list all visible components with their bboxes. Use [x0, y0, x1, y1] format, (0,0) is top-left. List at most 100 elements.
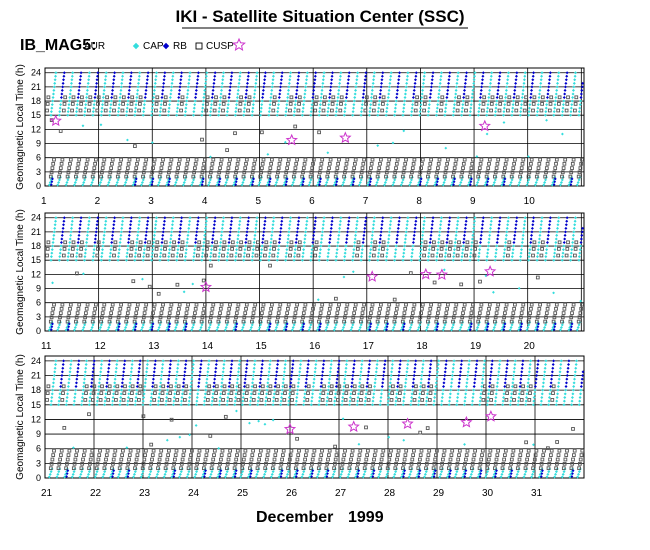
aur-marker	[73, 392, 77, 396]
aur-marker	[427, 110, 431, 114]
aur-marker	[472, 388, 476, 392]
aur-marker	[310, 399, 314, 403]
rb-marker	[94, 302, 98, 307]
rb-marker	[502, 170, 506, 175]
aur-marker	[84, 99, 88, 103]
aur-marker	[67, 248, 71, 252]
rb-marker	[338, 108, 343, 113]
aur-marker	[276, 106, 280, 110]
aur-marker	[471, 392, 475, 396]
aur-marker	[250, 388, 254, 392]
cap-marker	[112, 469, 116, 473]
cap-marker	[59, 381, 63, 385]
aur-marker	[325, 403, 329, 407]
rb-marker	[138, 240, 143, 245]
aur-marker	[153, 85, 157, 89]
cap-marker	[328, 233, 332, 237]
rb-marker	[379, 457, 384, 462]
aur-marker	[320, 85, 324, 89]
rb-marker	[266, 448, 271, 453]
aur-marker	[243, 103, 247, 107]
rb-marker	[576, 174, 581, 179]
aur-marker	[294, 99, 298, 103]
cap-marker	[234, 180, 238, 184]
aur-marker	[363, 470, 367, 474]
aur-marker	[304, 81, 308, 85]
aur-marker	[102, 472, 106, 476]
aur-marker	[193, 99, 197, 103]
cap-marker	[314, 216, 318, 220]
legend-marker-rb	[195, 42, 203, 50]
rb-marker	[560, 174, 564, 179]
aur-marker	[475, 155, 479, 158]
aur-marker	[180, 399, 184, 403]
aur-marker	[510, 255, 514, 259]
cap-marker	[285, 180, 288, 184]
aur-marker	[252, 370, 256, 374]
aur-marker	[538, 237, 542, 241]
aur-marker	[373, 385, 377, 388]
rb-marker	[228, 157, 232, 162]
cap-marker	[361, 241, 365, 244]
y-tick-label: 6	[36, 444, 41, 454]
cap-marker	[347, 74, 351, 78]
rb-marker	[241, 461, 245, 466]
rb-marker	[167, 315, 171, 320]
aur-marker	[151, 244, 155, 248]
rb-marker	[431, 247, 436, 251]
aur-marker	[318, 395, 322, 399]
aur-marker	[49, 258, 53, 262]
aur-marker	[256, 399, 260, 403]
rb-marker	[476, 319, 481, 324]
aur-marker	[208, 258, 212, 262]
cap-marker	[326, 469, 330, 473]
aur-marker	[455, 78, 459, 82]
aur-marker	[303, 392, 307, 396]
aur-marker	[326, 151, 330, 155]
rb-marker	[430, 253, 435, 258]
aur-marker	[282, 370, 286, 374]
aur-marker	[402, 106, 406, 110]
aur-marker	[190, 183, 194, 187]
rb-marker	[333, 461, 337, 466]
rb-marker	[259, 398, 264, 402]
aur-marker	[89, 328, 93, 332]
cap-marker	[150, 183, 154, 186]
rb-marker	[557, 240, 562, 245]
cap-marker	[179, 223, 183, 227]
rb-marker	[143, 161, 148, 166]
rb-marker	[269, 306, 273, 311]
aur-marker	[251, 251, 255, 255]
aur-marker	[354, 475, 358, 479]
aur-marker	[402, 399, 406, 403]
rb-marker	[395, 453, 400, 457]
rb-marker	[111, 457, 116, 462]
rb-marker	[413, 108, 418, 113]
cap-marker	[478, 96, 482, 99]
aur-marker	[188, 216, 192, 220]
aur-marker	[169, 92, 173, 96]
aur-marker	[83, 374, 87, 378]
cap-marker	[230, 71, 234, 75]
rb-marker	[322, 384, 326, 389]
aur-marker	[225, 255, 229, 259]
aur-marker	[380, 388, 384, 392]
aur-marker	[534, 180, 538, 184]
cap-marker	[295, 85, 299, 89]
cap-marker	[401, 328, 405, 331]
cap-marker	[448, 475, 451, 478]
aur-marker	[516, 470, 520, 474]
aur-marker	[409, 258, 413, 262]
aur-marker	[461, 248, 465, 252]
cap-marker	[228, 374, 232, 378]
rb-marker	[468, 170, 473, 175]
aur-marker	[68, 92, 72, 96]
rb-marker	[130, 384, 135, 389]
cap-marker	[398, 71, 402, 75]
aur-marker	[427, 251, 431, 255]
aur-marker	[466, 183, 470, 187]
aur-marker	[272, 71, 276, 75]
aur-marker	[256, 403, 260, 407]
rb-marker	[416, 466, 421, 471]
aur-marker	[171, 216, 175, 220]
